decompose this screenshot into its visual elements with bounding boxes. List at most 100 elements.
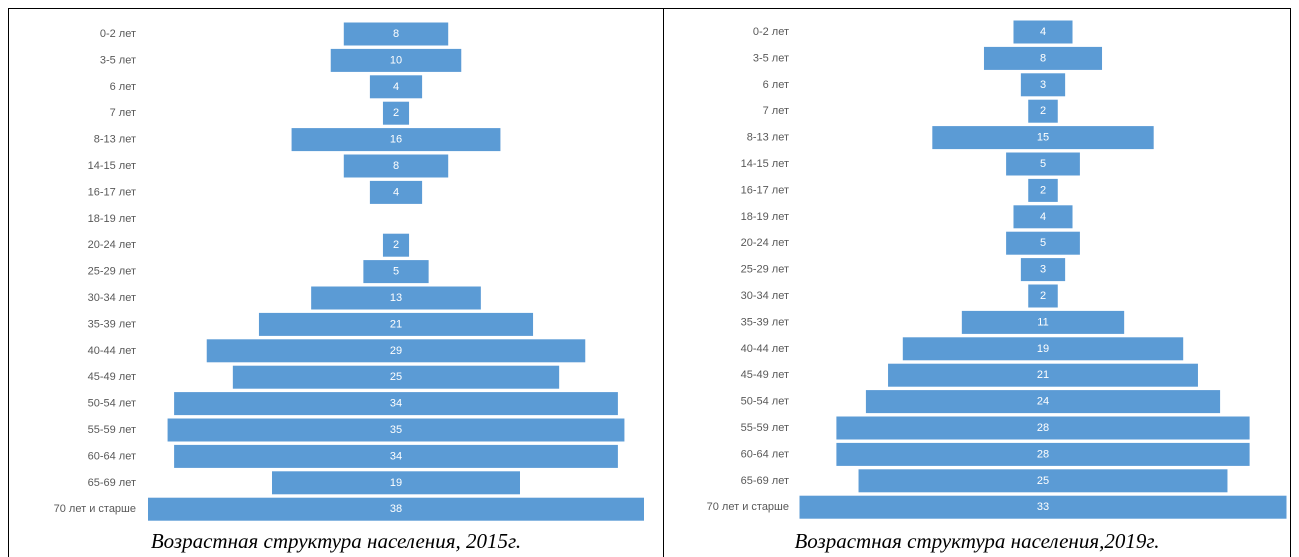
category-label: 7 лет bbox=[110, 107, 136, 119]
category-label: 7 лет bbox=[763, 105, 789, 117]
category-label: 60-64 лет bbox=[88, 450, 136, 462]
category-label: 16-17 лет bbox=[741, 184, 789, 196]
data-label: 2 bbox=[1040, 105, 1046, 117]
bar bbox=[961, 310, 1125, 334]
data-label: 4 bbox=[393, 81, 399, 93]
bar bbox=[836, 416, 1250, 440]
bar bbox=[836, 442, 1250, 466]
category-label: 3-5 лет bbox=[100, 54, 136, 66]
category-label: 55-59 лет bbox=[741, 422, 789, 434]
data-label: 29 bbox=[390, 345, 402, 357]
data-label: 11 bbox=[1037, 316, 1048, 328]
bar bbox=[1006, 231, 1080, 255]
bar bbox=[902, 337, 1184, 361]
bar bbox=[382, 233, 410, 257]
bar bbox=[291, 128, 501, 152]
data-label: 5 bbox=[1040, 237, 1046, 249]
category-label: 25-29 лет bbox=[741, 264, 789, 276]
chart-panel-2015: 0-2 лет 8 3-5 лет 10 6 лет 4 7 лет 2 8-13 лет 16 1… bbox=[8, 8, 664, 557]
category-label: 0-2 лет bbox=[753, 26, 789, 38]
category-label: 30-34 лет bbox=[88, 292, 136, 304]
bar bbox=[799, 495, 1287, 519]
bar bbox=[983, 46, 1103, 70]
data-label: 15 bbox=[1037, 132, 1049, 144]
bar bbox=[174, 444, 618, 468]
bar bbox=[369, 180, 423, 204]
data-label: 2 bbox=[1040, 184, 1046, 196]
data-label: 25 bbox=[390, 371, 402, 383]
category-label: 0-2 лет bbox=[100, 28, 136, 40]
bar bbox=[343, 22, 449, 46]
bar bbox=[1028, 284, 1058, 308]
data-label: 13 bbox=[390, 292, 402, 304]
data-label: 34 bbox=[390, 450, 402, 462]
data-label: 33 bbox=[1037, 501, 1049, 513]
data-label: 35 bbox=[390, 424, 402, 436]
data-label: 8 bbox=[393, 160, 399, 172]
data-label: 19 bbox=[390, 477, 402, 489]
data-label: 8 bbox=[1040, 52, 1046, 64]
bar bbox=[1028, 99, 1058, 123]
bar bbox=[1006, 152, 1080, 176]
population-pyramid-2019: 0-2 лет 4 3-5 лет 8 6 лет 3 7 лет 2 8-13 лет 15 14… bbox=[707, 20, 1287, 519]
data-label: 4 bbox=[1040, 211, 1046, 223]
data-label: 5 bbox=[393, 266, 399, 278]
category-label: 50-54 лет bbox=[741, 396, 789, 408]
chart-panel-2019: 0-2 лет 4 3-5 лет 8 6 лет 3 7 лет 2 8-13 лет 15 14… bbox=[664, 8, 1291, 557]
data-label: 25 bbox=[1037, 475, 1049, 487]
bar bbox=[232, 365, 560, 389]
data-label: 4 bbox=[1040, 26, 1046, 38]
bar bbox=[343, 154, 449, 178]
category-label: 6 лет bbox=[110, 81, 136, 93]
bar bbox=[1020, 73, 1066, 97]
category-label: 65-69 лет bbox=[88, 477, 136, 489]
category-label: 40-44 лет bbox=[741, 343, 789, 355]
data-label: 2 bbox=[393, 107, 399, 119]
bar bbox=[1013, 20, 1073, 44]
category-label: 30-34 лет bbox=[741, 290, 789, 302]
bar bbox=[382, 101, 410, 125]
bar bbox=[206, 339, 586, 363]
data-label: 16 bbox=[390, 134, 402, 146]
bar bbox=[369, 75, 423, 99]
category-label: 20-24 лет bbox=[741, 237, 789, 249]
data-label: 21 bbox=[1037, 369, 1049, 381]
category-label: 20-24 лет bbox=[88, 239, 136, 251]
category-label: 8-13 лет bbox=[747, 132, 789, 144]
category-label: 35-39 лет bbox=[88, 318, 136, 330]
category-label: 60-64 лет bbox=[741, 448, 789, 460]
bar bbox=[1028, 178, 1058, 202]
category-label: 8-13 лет bbox=[94, 134, 136, 146]
bar bbox=[932, 126, 1154, 150]
category-label: 14-15 лет bbox=[88, 160, 136, 172]
category-label: 70 лет и старше bbox=[54, 503, 136, 515]
category-label: 45-49 лет bbox=[741, 369, 789, 381]
category-label: 18-19 лет bbox=[741, 211, 789, 223]
category-label: 6 лет bbox=[763, 79, 789, 91]
bar bbox=[1013, 205, 1073, 229]
data-label: 38 bbox=[390, 503, 402, 515]
data-label: 21 bbox=[390, 318, 402, 330]
category-label: 70 лет и старше bbox=[707, 501, 789, 513]
bar bbox=[865, 390, 1221, 414]
chart-title-2019: Возрастная структура населения,2019г. bbox=[794, 529, 1160, 553]
category-label: 18-19 лет bbox=[88, 213, 136, 225]
bar bbox=[858, 469, 1228, 493]
bar bbox=[167, 418, 625, 442]
category-label: 35-39 лет bbox=[741, 316, 789, 328]
category-label: 65-69 лет bbox=[741, 475, 789, 487]
category-label: 3-5 лет bbox=[753, 52, 789, 64]
category-label: 45-49 лет bbox=[88, 371, 136, 383]
bar bbox=[363, 260, 429, 284]
data-label: 2 bbox=[1040, 290, 1046, 302]
bar bbox=[148, 497, 644, 521]
bar bbox=[174, 392, 618, 416]
bar bbox=[330, 48, 462, 72]
data-label: 24 bbox=[1037, 396, 1049, 408]
bar bbox=[311, 286, 481, 310]
bar bbox=[1020, 258, 1066, 282]
data-label: 8 bbox=[393, 28, 399, 40]
data-label: 10 bbox=[390, 54, 402, 66]
chart-title-2015: Возрастная структура населения, 2015г. bbox=[150, 529, 522, 553]
data-label: 34 bbox=[390, 398, 402, 410]
